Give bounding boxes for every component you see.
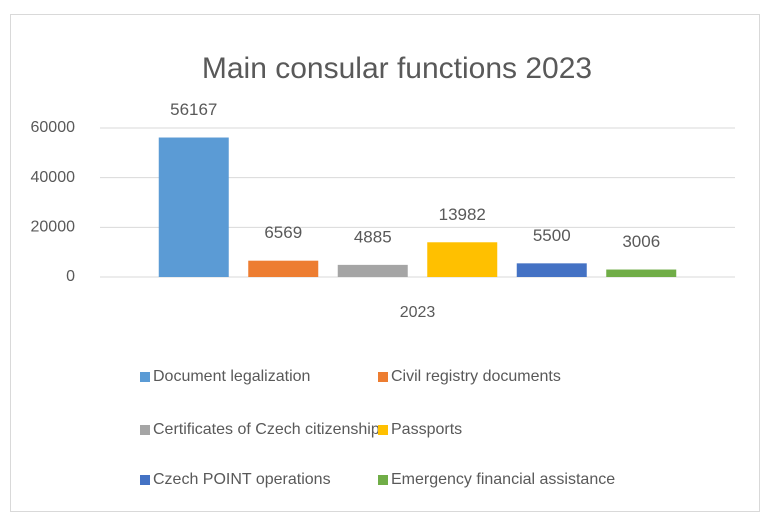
data-label: 5500 xyxy=(533,226,571,245)
legend-label: Emergency financial assistance xyxy=(391,471,615,488)
bar xyxy=(516,263,587,277)
legend-swatch xyxy=(140,425,150,435)
bar xyxy=(248,260,319,277)
bar xyxy=(337,264,408,277)
data-label: 13982 xyxy=(439,205,486,224)
bar xyxy=(158,137,229,277)
y-tick-label: 0 xyxy=(66,268,75,285)
data-label: 56167 xyxy=(170,100,217,119)
legend-label: Certificates of Czech citizenship xyxy=(153,421,380,438)
y-tick-label: 40000 xyxy=(31,169,76,186)
legend-label: Civil registry documents xyxy=(391,368,561,385)
data-label: 6569 xyxy=(264,223,302,242)
bar xyxy=(606,269,677,277)
x-tick-label: 2023 xyxy=(400,304,436,321)
legend-label: Czech POINT operations xyxy=(153,471,331,488)
y-tick-label: 20000 xyxy=(31,219,76,236)
legend-swatch xyxy=(140,475,150,485)
legend-swatch xyxy=(378,475,388,485)
legend-label: Passports xyxy=(391,421,462,438)
legend-swatch xyxy=(140,372,150,382)
legend-swatch xyxy=(378,372,388,382)
data-label: 4885 xyxy=(354,227,392,246)
legend-label: Document legalization xyxy=(153,368,310,385)
chart-frame xyxy=(10,14,760,512)
legend-swatch xyxy=(378,425,388,435)
chart-title: Main consular functions 2023 xyxy=(202,52,592,85)
data-label: 3006 xyxy=(622,232,660,251)
y-tick-label: 60000 xyxy=(31,119,76,136)
bar xyxy=(427,242,498,277)
